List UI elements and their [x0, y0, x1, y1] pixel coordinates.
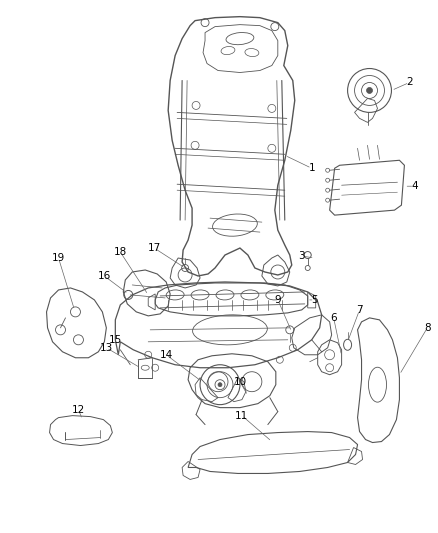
Text: 3: 3: [298, 251, 305, 261]
Text: 19: 19: [52, 253, 65, 263]
Circle shape: [367, 87, 372, 93]
Text: 17: 17: [148, 243, 161, 253]
Text: 4: 4: [411, 181, 418, 191]
Text: 1: 1: [308, 163, 315, 173]
Text: 12: 12: [72, 405, 85, 415]
Text: 15: 15: [109, 335, 122, 345]
Text: 5: 5: [311, 295, 318, 305]
Text: 6: 6: [330, 313, 337, 323]
Circle shape: [218, 383, 222, 386]
Text: 10: 10: [233, 377, 247, 387]
Text: 9: 9: [275, 295, 281, 305]
Text: 14: 14: [159, 350, 173, 360]
Text: 2: 2: [406, 77, 413, 87]
Text: 16: 16: [98, 271, 111, 281]
Text: 18: 18: [114, 247, 127, 257]
Text: 13: 13: [100, 343, 113, 353]
Text: 7: 7: [356, 305, 363, 315]
Text: 8: 8: [424, 323, 431, 333]
Text: 11: 11: [235, 410, 248, 421]
